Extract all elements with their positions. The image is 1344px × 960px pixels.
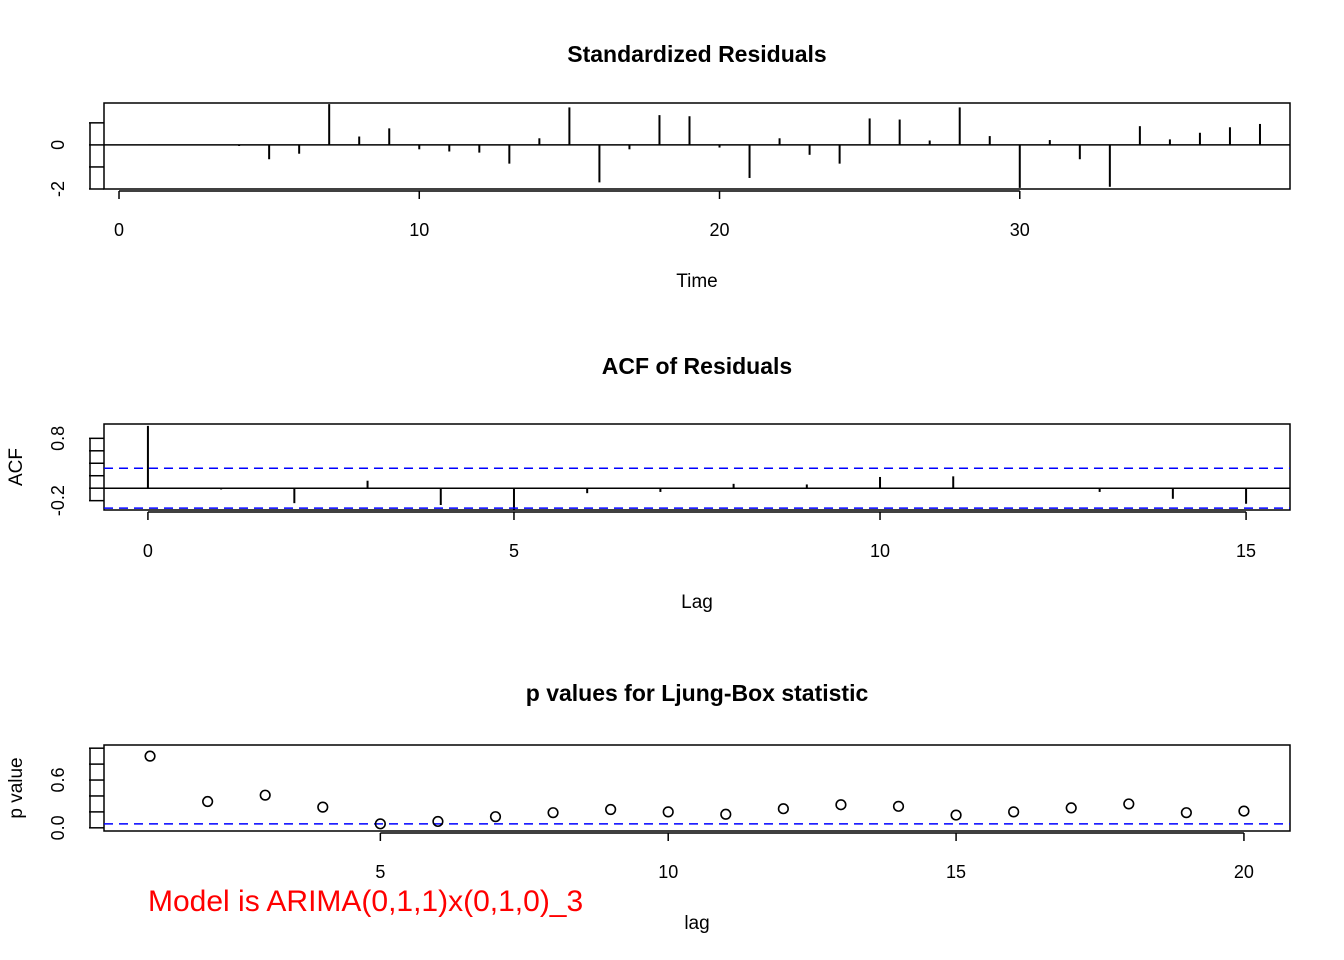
data-point	[374, 818, 386, 830]
x-axis-label: Time	[676, 271, 718, 292]
x-tick-label: 15	[946, 862, 966, 882]
plot-frame	[103, 423, 1291, 511]
y-tick-label: 0.8	[48, 426, 68, 451]
model-annotation: Model is ARIMA(0,1,1)x(0,1,0)_3	[148, 885, 583, 918]
y-tick-label: -0.2	[48, 485, 68, 516]
data-point	[1065, 802, 1077, 814]
data-point	[720, 808, 732, 820]
y-axis-label: ACF	[6, 448, 27, 486]
data-point	[1008, 806, 1020, 818]
x-tick-label: 20	[1234, 862, 1254, 882]
ljung-box-panel: p values for Ljung-Box statistic lag p val…	[6, 680, 1291, 934]
data-point	[950, 809, 962, 821]
standardized-residuals-panel: Standardized Residuals Time 0 10 20 30 -2 0	[48, 41, 1291, 292]
data-point	[432, 815, 444, 828]
x-tick-label: 15	[1236, 541, 1256, 561]
chart-title: p values for Ljung-Box statistic	[526, 680, 869, 706]
x-axis-label: Lag	[681, 592, 713, 613]
acf-residuals-panel: ACF of Residuals Lag ACF 0 5 10 15 -0.2 0.8	[6, 353, 1291, 613]
plot-frame	[103, 102, 1291, 190]
x-tick-label: 30	[1010, 220, 1030, 240]
y-tick-label: 0	[48, 140, 68, 150]
x-tick-label: 10	[409, 220, 429, 240]
y-tick-label: 0.6	[48, 768, 68, 793]
data-point	[259, 789, 271, 801]
data-point	[777, 803, 789, 815]
data-point	[489, 811, 502, 823]
plot-frame	[103, 744, 1291, 832]
x-tick-label: 5	[375, 862, 385, 882]
x-tick-label: 10	[658, 862, 678, 882]
data-point	[1180, 807, 1192, 819]
y-tick-label: 0.0	[48, 815, 68, 840]
x-axis-label: lag	[684, 913, 709, 934]
data-point	[605, 803, 617, 816]
x-tick-label: 0	[114, 220, 124, 240]
y-tick-label: -2	[48, 181, 68, 197]
x-tick-label: 5	[509, 541, 519, 561]
data-point	[317, 801, 329, 813]
data-point	[662, 806, 674, 818]
x-tick-label: 10	[870, 541, 890, 561]
chart-title: Standardized Residuals	[567, 41, 826, 67]
chart-title: ACF of Residuals	[602, 353, 792, 379]
x-tick-label: 20	[710, 220, 730, 240]
data-point	[144, 750, 156, 762]
data-point	[1238, 805, 1250, 817]
data-point	[202, 795, 214, 808]
data-point	[892, 800, 905, 812]
x-tick-label: 0	[143, 541, 153, 561]
data-point	[835, 799, 847, 811]
y-axis-label: p value	[6, 757, 27, 818]
data-point	[547, 807, 559, 819]
data-point	[1123, 798, 1135, 810]
